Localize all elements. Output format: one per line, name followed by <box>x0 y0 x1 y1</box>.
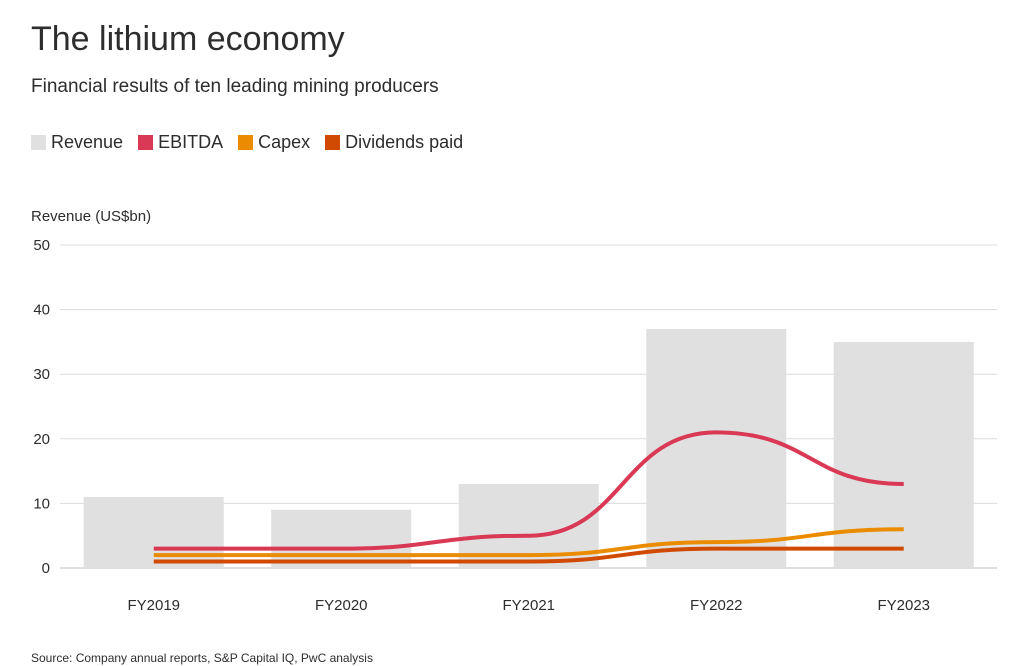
y-tick-label-40: 40 <box>33 302 50 319</box>
line-dividends-paid <box>153 546 904 564</box>
line-capex <box>153 527 904 558</box>
bar-revenue-fy2020 <box>271 509 412 568</box>
legend-item-revenue: Revenue <box>31 132 123 153</box>
y-axis-title: Revenue (US$bn) <box>31 208 151 225</box>
bar-revenue-fy2023 <box>833 341 974 568</box>
legend-swatch-dividends <box>325 135 341 150</box>
x-tick-label-fy2023: FY2023 <box>877 597 930 614</box>
y-tick-label-10: 10 <box>33 495 50 512</box>
bar-revenue-fy2019 <box>83 496 224 568</box>
line-ebitda <box>153 430 904 551</box>
x-tick-label-fy2019: FY2019 <box>127 597 180 614</box>
chart-subtitle: Financial results of ten leading mining … <box>31 76 439 97</box>
legend-swatch-revenue <box>31 135 46 150</box>
legend-item-capex: Capex <box>238 132 310 153</box>
legend-label-ebitda: EBITDA <box>158 132 224 152</box>
tick-layer: 0 10 20 30 40 50 FY2019 FY2020 FY2021 FY2022 FY202… <box>33 237 930 614</box>
legend-swatch-ebitda <box>138 135 154 150</box>
legend-swatch-capex <box>238 135 254 150</box>
legend: Revenue EBITDA Capex Dividends paid <box>31 132 478 153</box>
legend-label-capex: Capex <box>258 132 311 152</box>
x-tick-label-fy2021: FY2021 <box>502 597 555 614</box>
x-tick-label-fy2022: FY2022 <box>690 597 743 614</box>
y-tick-label-50: 50 <box>33 237 50 254</box>
legend-item-dividends: Dividends paid <box>325 132 463 153</box>
y-tick-label-30: 30 <box>33 366 50 383</box>
source-note: Source: Company annual reports, S&P Capi… <box>31 651 373 665</box>
bar-revenue-fy2022 <box>646 328 787 568</box>
y-tick-label-0: 0 <box>42 560 50 577</box>
legend-label-revenue: Revenue <box>51 132 124 152</box>
legend-label-dividends: Dividends paid <box>345 132 464 152</box>
y-tick-label-20: 20 <box>33 431 50 448</box>
chart-title: The lithium economy <box>31 20 345 58</box>
line-layer <box>153 430 904 564</box>
x-tick-label-fy2020: FY2020 <box>315 597 368 614</box>
legend-item-ebitda: EBITDA <box>138 132 223 153</box>
